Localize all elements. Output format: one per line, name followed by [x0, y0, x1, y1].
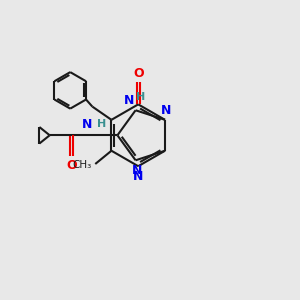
Text: O: O — [67, 159, 77, 172]
Text: N: N — [124, 94, 134, 107]
Text: H: H — [98, 119, 106, 129]
Text: CH₃: CH₃ — [73, 160, 92, 170]
Text: H: H — [136, 92, 146, 102]
Text: N: N — [161, 104, 172, 117]
Text: N: N — [132, 164, 142, 177]
Text: N: N — [133, 170, 143, 183]
Text: N: N — [82, 118, 92, 131]
Text: O: O — [133, 67, 143, 80]
